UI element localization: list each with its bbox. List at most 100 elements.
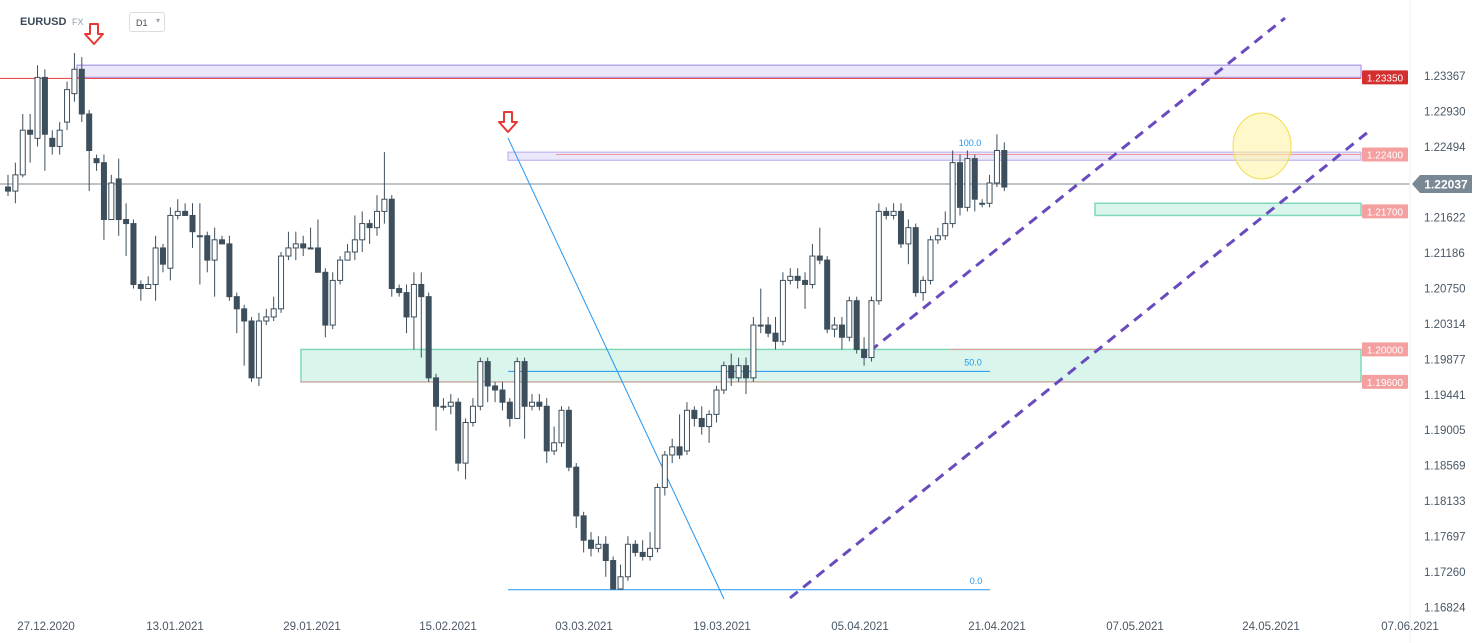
candle: [617, 576, 624, 590]
x-tick-label: 07.06.2021: [1381, 621, 1439, 633]
level-tag-label: 1.19600: [1367, 378, 1404, 389]
candle: [359, 223, 366, 241]
highlight-circle: [1232, 112, 1292, 180]
candle: [108, 182, 115, 221]
level-tag-label: 1.22400: [1367, 151, 1404, 162]
candle: [307, 247, 314, 250]
level-tag: [1362, 70, 1408, 85]
candle: [403, 292, 410, 318]
candle: [920, 279, 927, 294]
candle: [632, 543, 639, 553]
x-tick-label: 15.02.2021: [419, 621, 477, 633]
candle: [329, 279, 336, 326]
level-tag-label: 1.21700: [1367, 207, 1404, 218]
fib-level-label: 100.0: [959, 138, 982, 148]
candle: [934, 235, 941, 241]
candle: [19, 129, 26, 176]
candle: [469, 405, 476, 424]
candle: [831, 324, 838, 330]
down-arrow-icon: [498, 111, 518, 133]
candle: [123, 219, 130, 225]
channel-upper-line: [869, 16, 1286, 353]
candle: [174, 210, 181, 216]
candle: [949, 162, 956, 225]
candle: [779, 279, 786, 342]
y-tick-label: 1.16824: [1424, 602, 1466, 614]
candle: [351, 239, 358, 253]
candle: [683, 409, 690, 452]
candle: [986, 182, 993, 204]
candle: [484, 361, 491, 387]
y-tick-label: 1.21622: [1424, 213, 1466, 225]
candle: [506, 401, 513, 419]
candle: [565, 409, 572, 468]
candle: [86, 113, 93, 151]
candle: [536, 401, 543, 407]
candle: [241, 308, 248, 322]
candle: [846, 300, 853, 338]
candle: [816, 255, 823, 261]
candle: [12, 174, 19, 192]
candle: [802, 279, 809, 285]
channel-lower-line: [789, 130, 1369, 600]
fib-level-label: 50.0: [964, 357, 982, 367]
y-tick-label: 1.19005: [1424, 425, 1466, 437]
candle: [337, 259, 344, 281]
current-price-label: 1.22037: [1424, 178, 1468, 192]
y-tick-label: 1.21186: [1424, 248, 1465, 260]
y-tick-label: 1.22930: [1424, 107, 1466, 119]
resistance-zone: [76, 64, 1362, 79]
y-tick-label: 1.19441: [1424, 390, 1466, 402]
x-tick-label: 13.01.2021: [146, 621, 204, 633]
candle: [145, 283, 152, 290]
x-tick-label: 27.12.2020: [17, 621, 75, 633]
x-tick-label: 03.03.2021: [555, 621, 613, 633]
candle: [115, 178, 122, 221]
candle: [580, 515, 587, 541]
candle: [890, 210, 897, 216]
candle: [743, 365, 749, 379]
candle: [226, 243, 233, 298]
candle: [292, 243, 299, 249]
candle: [34, 76, 41, 139]
candle: [100, 162, 107, 221]
candle: [1001, 149, 1008, 188]
candle: [374, 210, 380, 229]
candle: [440, 405, 447, 408]
fib-trend-line: [507, 137, 725, 600]
candle: [595, 543, 602, 549]
candle: [654, 486, 661, 549]
y-tick-label: 1.20314: [1424, 319, 1466, 331]
level-tag-label: 1.23350: [1367, 73, 1404, 84]
candle: [499, 389, 506, 403]
candle: [56, 129, 63, 147]
candle: [219, 239, 226, 245]
candle: [381, 198, 388, 212]
candle: [211, 239, 218, 261]
y-tick-label: 1.17260: [1424, 567, 1466, 579]
candle: [322, 271, 329, 326]
timeframe-select[interactable]: D1 ▾: [129, 12, 165, 32]
candle: [514, 361, 521, 419]
candle: [883, 210, 890, 216]
candle: [270, 308, 277, 318]
candle: [905, 227, 912, 245]
candle: [728, 365, 735, 379]
candle: [182, 210, 189, 216]
candle: [447, 401, 454, 407]
candle: [853, 300, 860, 350]
candle: [669, 446, 676, 456]
candle: [492, 385, 499, 391]
candle: [706, 413, 713, 428]
candle: [993, 149, 1000, 184]
candle: [204, 235, 211, 261]
candle: [720, 365, 727, 391]
candle: [159, 247, 166, 265]
candle: [809, 255, 816, 285]
candle: [861, 348, 868, 359]
x-tick-label: 29.01.2021: [283, 621, 341, 633]
candle: [167, 214, 174, 269]
candle: [64, 89, 71, 123]
y-tick-label: 1.20750: [1424, 284, 1466, 296]
